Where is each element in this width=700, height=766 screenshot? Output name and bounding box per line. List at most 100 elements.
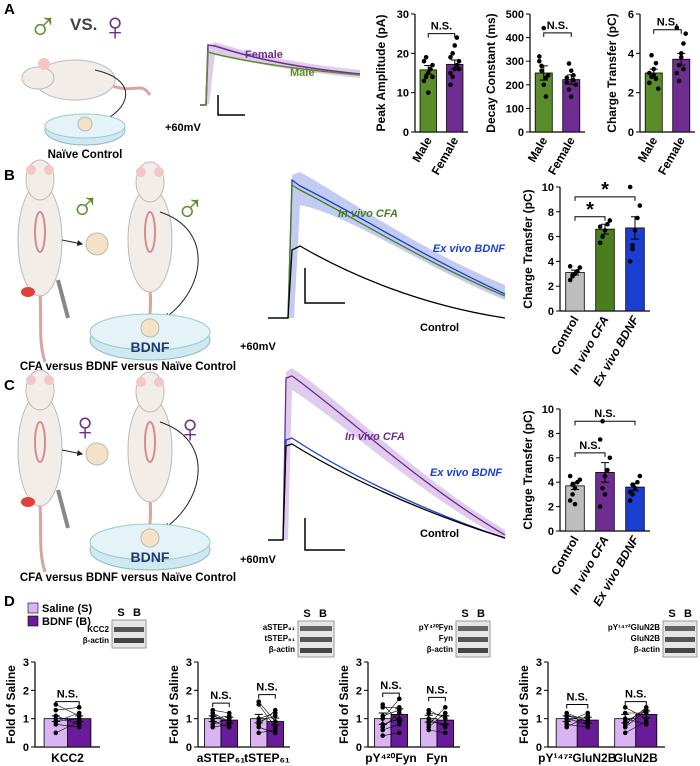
data-point — [567, 473, 573, 479]
significance-bracket — [574, 196, 636, 201]
data-point — [380, 727, 386, 733]
pair-line — [212, 709, 230, 714]
pair-line — [212, 715, 230, 722]
band-label: KCC2 — [87, 625, 109, 634]
data-point — [210, 722, 216, 727]
y-tick-label: 0 — [518, 127, 524, 139]
significance-bracket — [428, 696, 446, 702]
y-tick-label: 6 — [628, 9, 634, 21]
lane-label: B — [684, 608, 692, 620]
data-point — [76, 705, 82, 710]
significance-bracket — [574, 216, 606, 221]
y-tick-label: 0 — [628, 127, 634, 139]
data-point — [256, 699, 262, 704]
y-tick-label: 1 — [23, 714, 29, 726]
female-symbol: ♀ — [175, 407, 205, 451]
significance-bracket — [258, 694, 276, 699]
y-tick-label: 4 — [628, 48, 635, 60]
x-tick-label: Female — [545, 134, 578, 177]
data-point — [573, 82, 578, 88]
significance-label: N.S. — [547, 20, 568, 32]
y-tick-label: 0 — [403, 127, 409, 139]
pair-line — [55, 707, 80, 711]
data-point — [635, 215, 640, 221]
bar — [625, 486, 645, 532]
data-point — [577, 265, 583, 270]
data-point — [450, 74, 455, 80]
dish-label: BDNF — [131, 339, 170, 355]
x-tick-label: Male — [525, 134, 551, 164]
trace-label: Female — [245, 49, 283, 61]
significance-bracket — [55, 701, 80, 706]
data-point — [674, 25, 680, 31]
y-tick-label: 10 — [542, 182, 554, 194]
data-point — [272, 707, 278, 713]
data-point — [567, 264, 573, 269]
data-point — [448, 82, 453, 88]
data-point — [681, 66, 686, 72]
pair-line — [258, 715, 276, 722]
data-point — [543, 94, 549, 99]
band-label: β-actin — [269, 645, 295, 654]
data-point — [448, 70, 453, 76]
data-point — [630, 482, 635, 487]
data-point — [256, 730, 262, 736]
y-axis-label: Charge Transfer (pC) — [605, 13, 619, 132]
y-tick-label: 3 — [23, 657, 29, 669]
data-point — [541, 82, 547, 88]
significance-label: N.S. — [210, 690, 231, 702]
data-point — [678, 54, 684, 60]
y-tick-label: 2 — [536, 685, 542, 697]
data-point — [622, 716, 628, 721]
data-point — [564, 80, 570, 85]
data-point — [566, 61, 572, 66]
vs-text: VS. — [70, 15, 97, 34]
y-tick-label: 0 — [356, 742, 362, 754]
x-tick-label: Male — [409, 134, 435, 164]
y-tick-label: 30 — [397, 9, 409, 21]
data-point — [678, 51, 684, 56]
data-point — [622, 705, 628, 710]
y-tick-label: 10 — [542, 404, 554, 416]
pair-line — [55, 724, 80, 728]
blot — [455, 620, 491, 658]
data-point — [454, 62, 460, 68]
data-point — [632, 486, 638, 491]
data-point — [674, 70, 680, 76]
significance-bracket — [566, 704, 589, 709]
data-point — [448, 54, 453, 60]
x-tick-label: GluN2B — [614, 751, 658, 765]
significance-bracket — [653, 29, 682, 34]
data-point — [568, 68, 574, 73]
y-tick-label: 200 — [506, 80, 524, 92]
data-point — [452, 66, 458, 72]
data-point — [627, 489, 633, 495]
data-point — [627, 184, 633, 190]
y-axis-label: Fold of Saline — [337, 665, 351, 744]
lane-label: B — [319, 608, 327, 620]
data-point — [425, 70, 431, 76]
male-symbol: ♂ — [28, 5, 58, 49]
y-tick-label: 0 — [548, 526, 554, 538]
significance-label: N.S. — [426, 684, 447, 696]
y-tick-label: 8 — [548, 428, 554, 440]
pair-line — [566, 715, 588, 722]
data-point — [564, 724, 570, 730]
data-point — [567, 498, 573, 503]
data-point — [428, 66, 433, 72]
data-point — [597, 224, 603, 229]
data-point — [597, 437, 603, 442]
trace-b — [268, 172, 506, 319]
trace-label: Control — [420, 322, 459, 334]
data-point — [564, 713, 570, 719]
blot — [111, 619, 147, 649]
data-point — [226, 724, 232, 730]
data-point — [442, 730, 448, 736]
female-symbol: ♀ — [70, 405, 100, 449]
lane-label: B — [477, 608, 485, 620]
data-point — [426, 710, 432, 716]
bar — [565, 272, 585, 312]
significance-label: N.S. — [256, 682, 277, 694]
error-bar — [601, 462, 609, 483]
data-point — [627, 259, 633, 264]
